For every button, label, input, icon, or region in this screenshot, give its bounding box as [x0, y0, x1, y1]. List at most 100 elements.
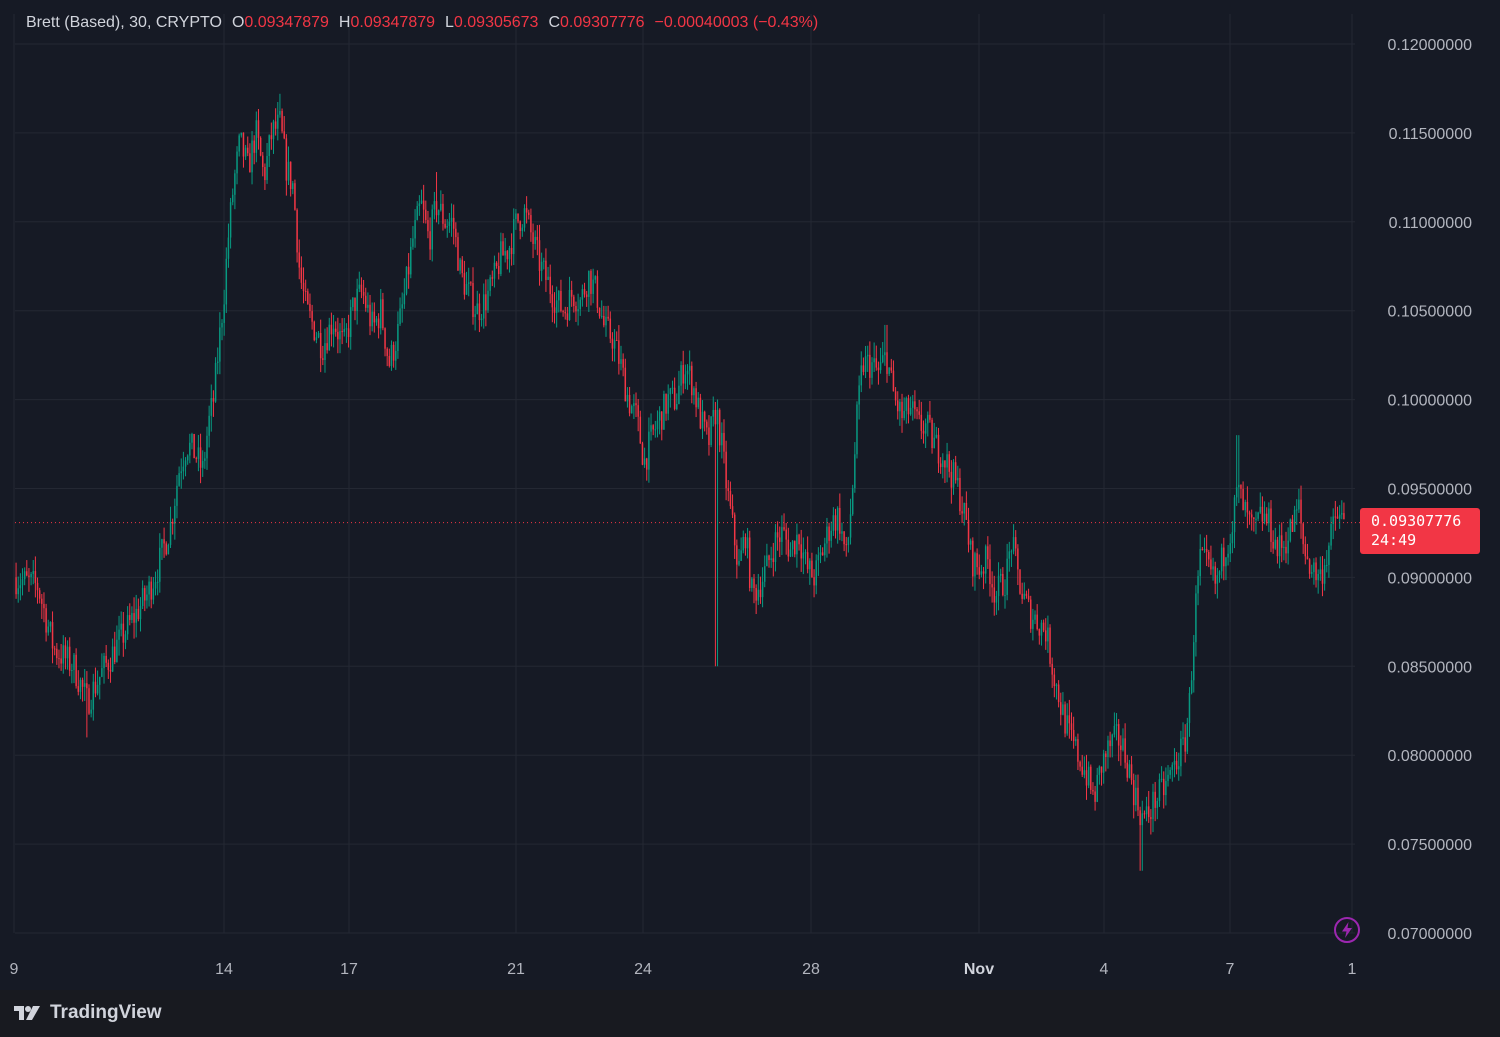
candle-body: [620, 359, 622, 364]
candle-body: [474, 314, 476, 318]
candle-body: [1197, 576, 1199, 594]
candle-body: [442, 203, 444, 224]
candle-body: [1102, 753, 1105, 773]
candle-body: [182, 466, 185, 472]
candle-body: [585, 294, 588, 297]
candle-body: [658, 411, 661, 421]
candle-body: [433, 201, 436, 210]
candle-body: [841, 531, 843, 534]
candle-body: [347, 328, 350, 337]
candle-body: [1070, 723, 1073, 730]
candle-body: [952, 462, 955, 488]
candle-body: [148, 581, 150, 595]
candle-body: [856, 404, 858, 455]
candle-body: [635, 403, 637, 406]
candle-body: [969, 540, 972, 545]
candle-body: [197, 447, 200, 459]
candle-body: [566, 313, 569, 320]
candle-body: [1195, 593, 1197, 643]
candle-body: [412, 238, 414, 247]
candle-body: [457, 237, 459, 271]
candle-body: [56, 648, 58, 659]
candle-body: [1004, 594, 1006, 596]
candle-body: [890, 367, 893, 371]
candle-body: [671, 387, 674, 389]
candle-body: [193, 433, 195, 459]
candle-body: [1075, 739, 1077, 742]
candle-body: [124, 634, 127, 643]
candle-body: [914, 401, 916, 410]
candle-body: [796, 534, 798, 555]
candle-body: [1302, 523, 1304, 545]
close-value: 0.09307776: [560, 14, 645, 31]
candle-body: [249, 153, 251, 173]
candle-body: [131, 613, 133, 620]
candle-body: [564, 311, 566, 314]
candle-body: [309, 303, 311, 312]
candle-body: [1090, 766, 1092, 790]
candle-body: [989, 559, 991, 585]
candle-body: [165, 543, 167, 555]
candle-body: [234, 173, 236, 195]
candle-body: [1242, 488, 1244, 511]
candle-body: [178, 473, 180, 486]
candle-body: [626, 394, 629, 402]
candle-body: [452, 217, 455, 229]
candle-body: [116, 639, 118, 663]
candle-body: [1317, 573, 1319, 581]
candle-body: [1205, 548, 1208, 552]
y-tick-label: 0.12000000: [1387, 37, 1472, 54]
candle-body: [665, 393, 667, 414]
candle-body: [1180, 738, 1182, 767]
candle-body: [961, 511, 963, 514]
candle-body: [553, 307, 556, 313]
candle-body: [81, 679, 84, 687]
candle-body: [1092, 789, 1094, 792]
candle-body: [729, 490, 732, 507]
candle-body: [429, 231, 431, 250]
candle-body: [461, 259, 464, 274]
candle-body: [480, 318, 483, 321]
lightning-icon[interactable]: [1333, 916, 1361, 944]
candle-body: [317, 332, 320, 338]
candle-body: [103, 655, 105, 669]
candle-body: [875, 358, 878, 368]
candle-body: [401, 304, 403, 309]
candle-body: [1156, 800, 1159, 808]
candle-body: [888, 367, 890, 374]
candle-body: [1177, 766, 1180, 770]
candle-body: [467, 282, 470, 284]
candle-body: [470, 282, 472, 284]
symbol-label[interactable]: Brett (Based), 30, CRYPTO: [26, 14, 222, 31]
candle-body: [1244, 501, 1247, 511]
candle-body: [1044, 630, 1047, 642]
candle-body: [1250, 514, 1253, 518]
tradingview-brand[interactable]: TradingView: [14, 1001, 162, 1025]
y-tick-label: 0.08500000: [1387, 659, 1472, 676]
candle-body: [594, 276, 597, 280]
candle-body: [1233, 497, 1236, 533]
y-tick-label: 0.07000000: [1387, 926, 1472, 943]
candle-body: [517, 213, 519, 222]
footer: [0, 990, 1500, 1037]
x-tick-label: 1: [1348, 961, 1357, 978]
candle-body: [206, 435, 208, 459]
candle-body: [36, 582, 39, 591]
candle-body: [980, 571, 983, 575]
candle-body: [950, 471, 953, 488]
last-price-tag: 0.09307776 24:49: [1360, 508, 1480, 554]
candle-body: [41, 598, 43, 604]
candle-body: [86, 683, 88, 689]
candle-body: [1188, 693, 1191, 723]
candle-body: [330, 324, 333, 335]
candle-body: [1323, 565, 1326, 584]
candle-body: [66, 646, 69, 659]
candle-body: [686, 370, 689, 375]
candle-body: [1083, 770, 1086, 775]
candle-body: [292, 183, 294, 190]
candle-body: [287, 161, 290, 181]
price-chart[interactable]: 0.12000000 0.11500000 0.11000000 0.10500000…: [0, 0, 1500, 990]
candle-body: [1240, 484, 1242, 489]
candle-body: [1008, 551, 1011, 559]
candle-body: [1160, 778, 1163, 780]
